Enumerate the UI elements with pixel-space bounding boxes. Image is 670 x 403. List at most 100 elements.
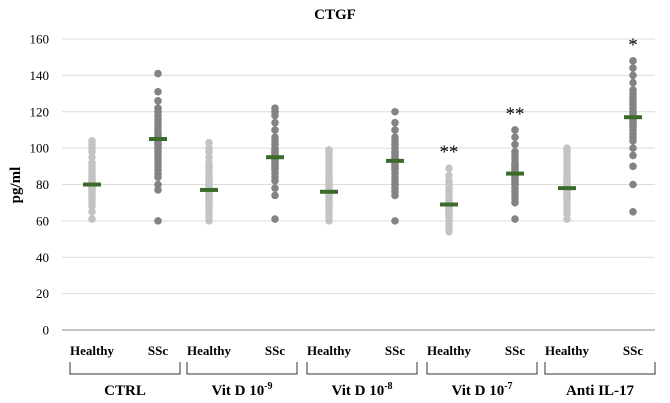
ssc-point bbox=[271, 104, 279, 112]
ssc-point bbox=[511, 140, 519, 149]
ssc-point bbox=[271, 215, 279, 223]
category-label: SSc bbox=[623, 343, 643, 358]
ssc-point bbox=[271, 133, 279, 142]
ssc-point bbox=[271, 126, 279, 134]
category-label: SSc bbox=[385, 343, 405, 358]
ssc-point bbox=[154, 180, 162, 189]
y-tick-label: 60 bbox=[36, 213, 49, 228]
group-bracket bbox=[69, 362, 181, 375]
group-bracket bbox=[306, 362, 418, 375]
ssc-point bbox=[391, 133, 399, 142]
significance-marker: ** bbox=[506, 104, 525, 125]
group-label-base: Vit D 10 bbox=[331, 383, 384, 399]
y-tick-label: 80 bbox=[36, 177, 49, 192]
group-label-base: CTRL bbox=[104, 383, 146, 399]
category-label: Healthy bbox=[307, 343, 352, 358]
chart-title: CTGF bbox=[314, 7, 356, 23]
group-label: Vit D 10-7 bbox=[451, 381, 512, 399]
ssc-point bbox=[154, 87, 162, 96]
ssc-point bbox=[154, 186, 162, 194]
healthy-point bbox=[563, 144, 571, 152]
group-label-exponent: -8 bbox=[384, 381, 392, 392]
healthy-point bbox=[325, 146, 333, 154]
y-axis-label: pg/ml bbox=[8, 167, 24, 204]
ssc-point bbox=[629, 78, 637, 87]
y-tick-label: 160 bbox=[30, 32, 50, 47]
mean-markers bbox=[83, 115, 642, 207]
ssc-point bbox=[511, 126, 519, 134]
group-label: Vit D 10-8 bbox=[331, 381, 392, 399]
ssc-point bbox=[629, 144, 637, 152]
group-bracket bbox=[426, 362, 538, 375]
ssc-point bbox=[271, 184, 279, 192]
healthy-point bbox=[88, 207, 96, 216]
ssc-point bbox=[511, 215, 519, 223]
significance-marker: * bbox=[628, 35, 638, 56]
ssc-point bbox=[271, 118, 279, 127]
healthy-mean-marker bbox=[558, 186, 576, 191]
healthy-point bbox=[205, 144, 213, 152]
ssc-point bbox=[391, 217, 399, 225]
healthy-point bbox=[205, 153, 213, 162]
category-label: SSc bbox=[505, 343, 525, 358]
healthy-point bbox=[205, 138, 213, 147]
y-tick-label: 140 bbox=[30, 68, 50, 83]
ssc-point bbox=[629, 151, 637, 160]
healthy-point bbox=[88, 153, 96, 162]
group-brackets bbox=[69, 362, 656, 375]
healthy-point bbox=[445, 171, 453, 180]
category-label: Healthy bbox=[545, 343, 590, 358]
ssc-point bbox=[629, 71, 637, 80]
ssc-point bbox=[391, 118, 399, 127]
category-label: SSc bbox=[148, 343, 168, 358]
ssc-mean-marker bbox=[386, 158, 404, 163]
healthy-point bbox=[88, 158, 96, 167]
ssc-point bbox=[629, 180, 637, 189]
group-label: Anti IL-17 bbox=[566, 383, 634, 399]
ssc-point bbox=[154, 97, 162, 105]
y-tick-labels: 0 20 40 60 80 100 120 140 160 bbox=[30, 32, 50, 338]
group-label: CTRL bbox=[104, 383, 146, 399]
group-label-base: Anti IL-17 bbox=[566, 383, 634, 399]
group-label: Vit D 10-9 bbox=[211, 381, 272, 399]
group-label-base: Vit D 10 bbox=[451, 383, 504, 399]
ssc-point bbox=[629, 207, 637, 216]
ssc-point bbox=[154, 217, 162, 225]
y-tick-label: 0 bbox=[43, 323, 50, 338]
ssc-point bbox=[154, 69, 162, 78]
category-label: Healthy bbox=[187, 343, 232, 358]
ssc-point bbox=[629, 64, 637, 72]
significance-marker: ** bbox=[440, 142, 459, 163]
y-tick-label: 100 bbox=[30, 141, 50, 156]
ssc-mean-marker bbox=[506, 171, 524, 176]
healthy-point bbox=[205, 158, 213, 167]
ssc-point bbox=[629, 162, 637, 171]
significance-markers: ***** bbox=[440, 35, 638, 163]
ssc-point bbox=[271, 191, 279, 200]
ssc-point bbox=[629, 86, 637, 94]
healthy-point bbox=[563, 215, 571, 223]
data-points bbox=[88, 57, 637, 236]
y-tick-label: 20 bbox=[36, 286, 49, 301]
ssc-point bbox=[154, 104, 162, 112]
ssc-mean-marker bbox=[624, 115, 642, 120]
group-bracket bbox=[544, 362, 656, 375]
category-label: Healthy bbox=[70, 343, 115, 358]
healthy-mean-marker bbox=[440, 202, 458, 207]
y-tick-label: 40 bbox=[36, 250, 49, 265]
ssc-point bbox=[511, 133, 519, 142]
group-label-base: Vit D 10 bbox=[211, 383, 264, 399]
ssc-mean-marker bbox=[149, 137, 167, 142]
ssc-point bbox=[391, 107, 399, 116]
healthy-mean-marker bbox=[83, 182, 101, 187]
group-bracket bbox=[186, 362, 298, 375]
healthy-mean-marker bbox=[320, 189, 338, 194]
ssc-mean-marker bbox=[266, 155, 284, 160]
healthy-point bbox=[445, 177, 453, 185]
group-label-exponent: -9 bbox=[264, 381, 272, 392]
healthy-point bbox=[88, 215, 96, 223]
group-label-exponent: -7 bbox=[504, 381, 512, 392]
ssc-point bbox=[629, 57, 637, 65]
y-tick-label: 120 bbox=[30, 104, 50, 119]
healthy-point bbox=[445, 164, 453, 172]
